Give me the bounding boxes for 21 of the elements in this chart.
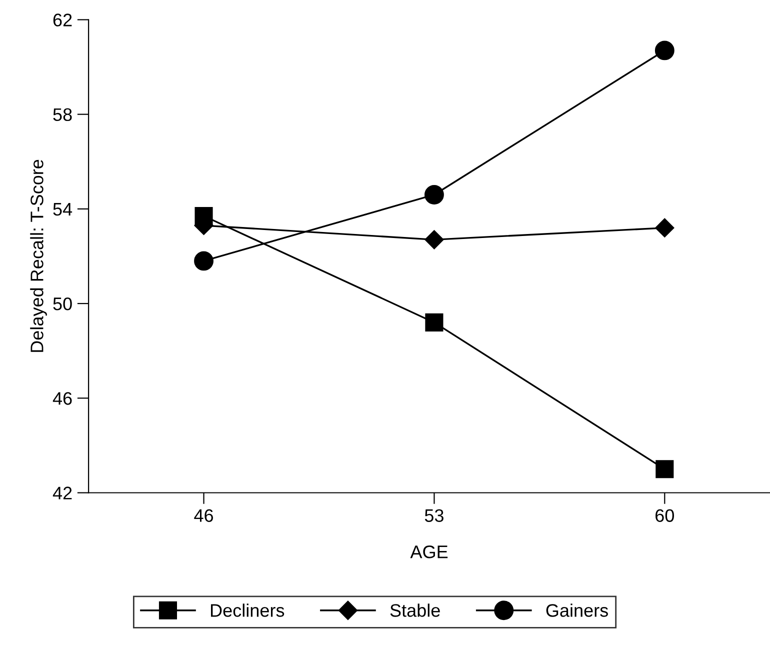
point [656, 460, 674, 478]
point [424, 230, 444, 250]
y-axis-title: Delayed Recall: T-Score [30, 160, 47, 352]
legend-label: Gainers [546, 604, 608, 617]
y-tick-label: 42 [52, 486, 72, 500]
point [425, 313, 444, 332]
y-tick-label: 54 [53, 203, 72, 216]
legend-label: Decliners [210, 604, 284, 617]
x-tick-label: 60 [656, 509, 674, 522]
legend-label: Stable [390, 604, 440, 617]
y-tick-label: 50 [53, 297, 72, 310]
y-tick-label: 58 [53, 108, 72, 122]
point [424, 185, 444, 204]
point [654, 40, 674, 60]
point [194, 251, 214, 271]
x-axis-title: AGE [410, 545, 448, 558]
x-tick-label: 53 [424, 509, 444, 522]
y-tick-label: 46 [52, 392, 72, 405]
y-tick-label: 62 [53, 14, 72, 26]
x-tick-label: 46 [194, 509, 214, 522]
point [655, 218, 674, 238]
